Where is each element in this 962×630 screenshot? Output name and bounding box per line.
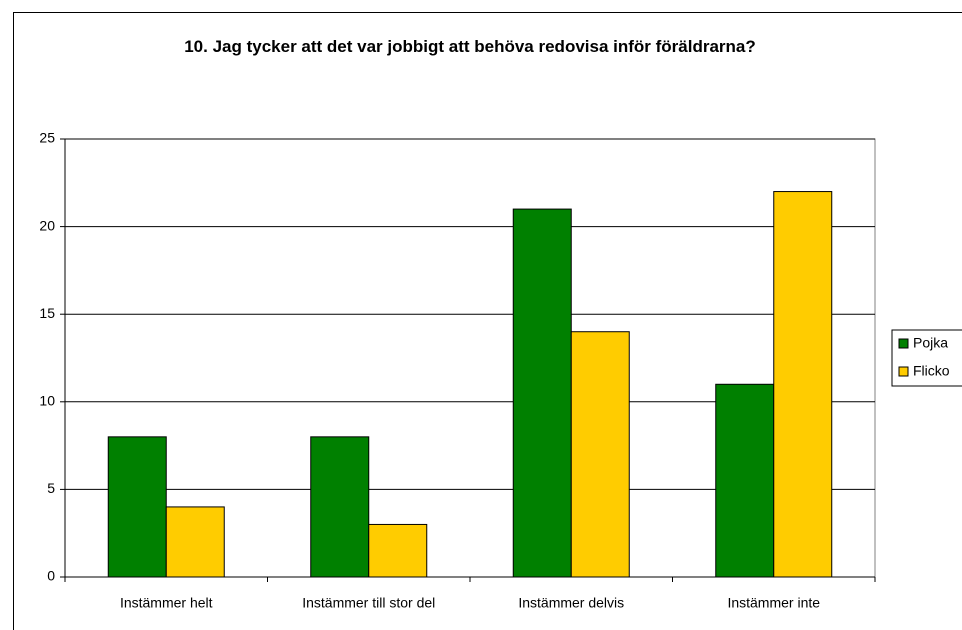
x-tick-label: Instämmer inte	[727, 595, 820, 611]
legend-label: Pojka	[913, 335, 948, 351]
bar	[107, 436, 167, 578]
y-tick-label: 15	[39, 305, 55, 321]
y-tick-label: 25	[39, 130, 55, 146]
bar	[310, 436, 370, 578]
bar	[368, 523, 428, 578]
legend-swatch	[898, 338, 909, 349]
bar	[165, 506, 225, 578]
bar	[570, 331, 630, 578]
bar	[715, 383, 775, 578]
y-tick-label: 20	[39, 217, 55, 233]
y-tick-label: 0	[47, 568, 55, 584]
bar	[512, 208, 572, 578]
legend-swatch	[898, 366, 909, 377]
chart-title: 10. Jag tycker att det var jobbigt att b…	[184, 37, 756, 56]
y-tick-label: 5	[47, 480, 55, 496]
x-tick-label: Instämmer till stor del	[302, 595, 435, 611]
legend-label: Flicko	[913, 363, 950, 379]
x-tick-label: Instämmer delvis	[518, 595, 624, 611]
x-tick-label: Instämmer helt	[120, 595, 213, 611]
bar	[773, 191, 833, 578]
y-tick-label: 10	[39, 393, 55, 409]
